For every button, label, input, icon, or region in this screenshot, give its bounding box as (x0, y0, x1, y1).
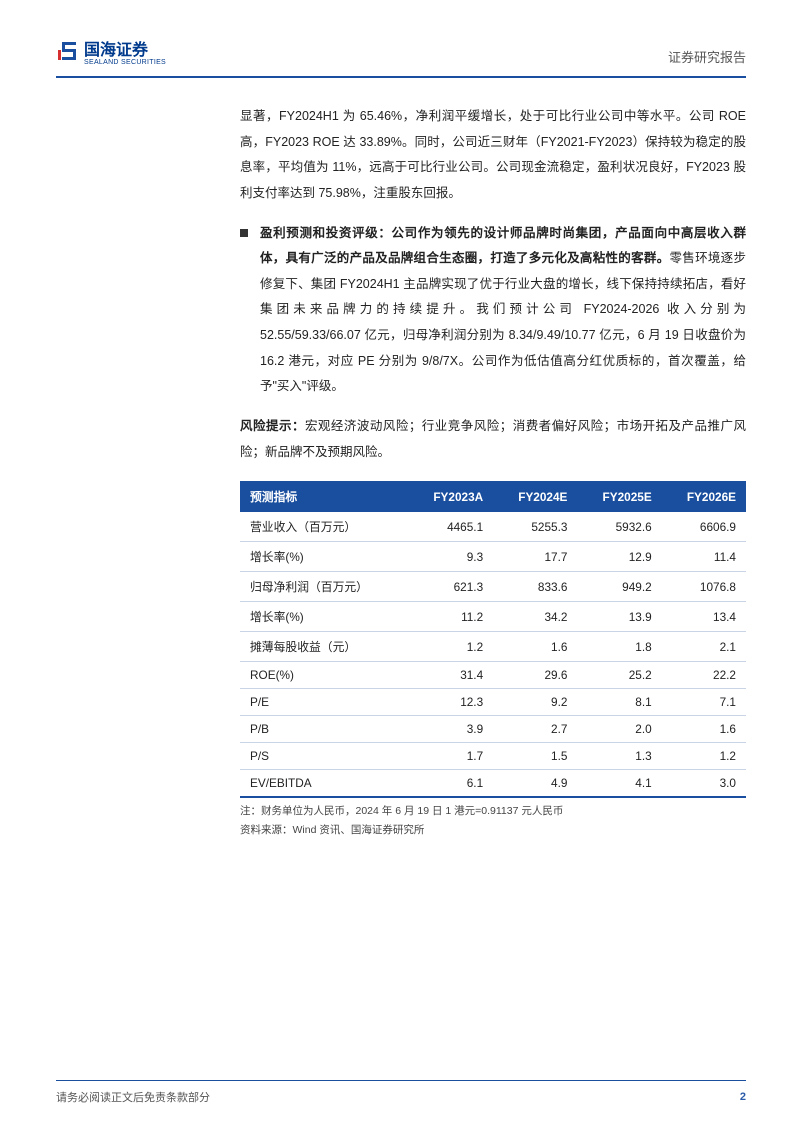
paragraph-3: 风险提示：宏观经济波动风险；行业竞争风险；消费者偏好风险；市场开拓及产品推广风险… (240, 414, 746, 465)
table-header-cell: FY2026E (662, 481, 746, 512)
page-footer: 请务必阅读正文后免责条款部分 2 (56, 1080, 746, 1105)
table-cell: 4465.1 (408, 512, 493, 542)
table-cell: 13.4 (662, 602, 746, 632)
table-cell: 8.1 (577, 689, 661, 716)
table-cell: 2.7 (493, 716, 577, 743)
table-cell: 22.2 (662, 662, 746, 689)
table-cell: 949.2 (577, 572, 661, 602)
table-cell: 29.6 (493, 662, 577, 689)
table-cell: 3.0 (662, 770, 746, 798)
table-header-cell: FY2024E (493, 481, 577, 512)
table-cell: 增长率(%) (240, 542, 408, 572)
bullet-section: 盈利预测和投资评级：公司作为领先的设计师品牌时尚集团，产品面向中高层收入群体，具… (240, 221, 746, 400)
page-header: 国海证券 SEALAND SECURITIES 证券研究报告 (56, 36, 746, 72)
paragraph-3-rest: 宏观经济波动风险；行业竞争风险；消费者偏好风险；市场开拓及产品推广风险；新品牌不… (240, 419, 746, 459)
table-cell: 1076.8 (662, 572, 746, 602)
table-cell: 12.3 (408, 689, 493, 716)
table-cell: 1.3 (577, 743, 661, 770)
table-cell: P/E (240, 689, 408, 716)
table-cell: 5932.6 (577, 512, 661, 542)
table-header-row: 预测指标 FY2023A FY2024E FY2025E FY2026E (240, 481, 746, 512)
table-cell: 17.7 (493, 542, 577, 572)
table-cell: 5255.3 (493, 512, 577, 542)
table-body: 营业收入（百万元）4465.15255.35932.66606.9增长率(%)9… (240, 512, 746, 797)
page-container: 国海证券 SEALAND SECURITIES 证券研究报告 显著，FY2024… (0, 0, 802, 1133)
paragraph-3-bold: 风险提示： (240, 419, 305, 433)
table-cell: 31.4 (408, 662, 493, 689)
paragraph-1: 显著，FY2024H1 为 65.46%，净利润平缓增长，处于可比行业公司中等水… (240, 104, 746, 207)
paragraph-2: 盈利预测和投资评级：公司作为领先的设计师品牌时尚集团，产品面向中高层收入群体，具… (260, 221, 746, 400)
table-cell: 621.3 (408, 572, 493, 602)
table-cell: 1.5 (493, 743, 577, 770)
logo-text-en: SEALAND SECURITIES (84, 59, 166, 66)
table-cell: 34.2 (493, 602, 577, 632)
table-cell: 25.2 (577, 662, 661, 689)
table-cell: 2.0 (577, 716, 661, 743)
logo-text-wrap: 国海证券 SEALAND SECURITIES (84, 36, 166, 66)
body-area: 显著，FY2024H1 为 65.46%，净利润平缓增长，处于可比行业公司中等水… (56, 104, 746, 1080)
header-rule (56, 76, 746, 78)
table-cell: 11.2 (408, 602, 493, 632)
table-row: 营业收入（百万元）4465.15255.35932.66606.9 (240, 512, 746, 542)
table-header-cell: FY2023A (408, 481, 493, 512)
table-row: P/S1.71.51.31.2 (240, 743, 746, 770)
table-row: ROE(%)31.429.625.222.2 (240, 662, 746, 689)
table-header-cell: FY2025E (577, 481, 661, 512)
table-row: 增长率(%)11.234.213.913.4 (240, 602, 746, 632)
paragraph-2-rest: 零售环境逐步修复下、集团 FY2024H1 主品牌实现了优于行业大盘的增长，线下… (260, 251, 746, 393)
table-cell: 1.6 (662, 716, 746, 743)
page-number: 2 (740, 1091, 746, 1103)
table-cell: 6.1 (408, 770, 493, 798)
table-row: 归母净利润（百万元）621.3833.6949.21076.8 (240, 572, 746, 602)
table-cell: 3.9 (408, 716, 493, 743)
table-note: 注：财务单位为人民币，2024 年 6 月 19 日 1 港元=0.91137 … (240, 803, 746, 818)
table-cell: P/S (240, 743, 408, 770)
table-cell: 7.1 (662, 689, 746, 716)
logo-icon (56, 40, 78, 62)
table-row: EV/EBITDA6.14.94.13.0 (240, 770, 746, 798)
table-cell: 营业收入（百万元） (240, 512, 408, 542)
forecast-table: 预测指标 FY2023A FY2024E FY2025E FY2026E 营业收… (240, 481, 746, 798)
table-cell: 1.2 (662, 743, 746, 770)
logo-text-cn: 国海证券 (84, 36, 166, 60)
table-cell: 1.2 (408, 632, 493, 662)
logo-block: 国海证券 SEALAND SECURITIES (56, 36, 166, 66)
table-row: 增长率(%)9.317.712.911.4 (240, 542, 746, 572)
table-cell: 13.9 (577, 602, 661, 632)
table-cell: 1.7 (408, 743, 493, 770)
footer-disclaimer: 请务必阅读正文后免责条款部分 (56, 1089, 210, 1105)
table-cell: 9.3 (408, 542, 493, 572)
table-cell: 6606.9 (662, 512, 746, 542)
table-cell: 1.8 (577, 632, 661, 662)
table-cell: 4.1 (577, 770, 661, 798)
table-row: P/E12.39.28.17.1 (240, 689, 746, 716)
table-cell: 9.2 (493, 689, 577, 716)
table-cell: 归母净利润（百万元） (240, 572, 408, 602)
table-cell: EV/EBITDA (240, 770, 408, 798)
table-row: P/B3.92.72.01.6 (240, 716, 746, 743)
table-cell: 摊薄每股收益（元） (240, 632, 408, 662)
bullet-square-icon (240, 229, 248, 237)
table-cell: 12.9 (577, 542, 661, 572)
table-cell: 11.4 (662, 542, 746, 572)
header-title: 证券研究报告 (668, 47, 746, 66)
table-header-cell: 预测指标 (240, 481, 408, 512)
table-cell: 1.6 (493, 632, 577, 662)
table-cell: P/B (240, 716, 408, 743)
table-cell: 2.1 (662, 632, 746, 662)
table-source: 资料来源：Wind 资讯、国海证券研究所 (240, 822, 746, 837)
table-cell: 4.9 (493, 770, 577, 798)
table-row: 摊薄每股收益（元）1.21.61.82.1 (240, 632, 746, 662)
table-cell: 增长率(%) (240, 602, 408, 632)
table-cell: ROE(%) (240, 662, 408, 689)
table-cell: 833.6 (493, 572, 577, 602)
